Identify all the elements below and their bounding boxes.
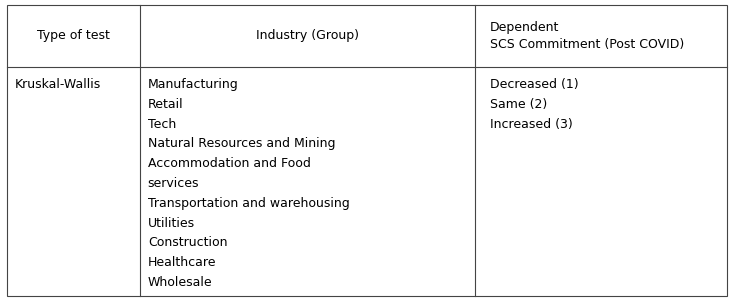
- Text: services: services: [148, 177, 199, 190]
- Text: Accommodation and Food: Accommodation and Food: [148, 157, 310, 170]
- Text: Wholesale: Wholesale: [148, 276, 212, 289]
- Text: Decreased (1): Decreased (1): [490, 78, 578, 91]
- Text: Dependent
SCS Commitment (Post COVID): Dependent SCS Commitment (Post COVID): [490, 21, 684, 51]
- Text: Retail: Retail: [148, 98, 184, 111]
- Text: Construction: Construction: [148, 236, 228, 249]
- Text: Utilities: Utilities: [148, 217, 195, 230]
- Text: Type of test: Type of test: [37, 29, 110, 42]
- Text: Transportation and warehousing: Transportation and warehousing: [148, 197, 349, 210]
- Text: Natural Resources and Mining: Natural Resources and Mining: [148, 137, 335, 151]
- Text: Same (2): Same (2): [490, 98, 547, 111]
- Text: Healthcare: Healthcare: [148, 256, 217, 269]
- Text: Kruskal-Wallis: Kruskal-Wallis: [15, 78, 101, 91]
- Text: Industry (Group): Industry (Group): [256, 29, 359, 42]
- Text: Manufacturing: Manufacturing: [148, 78, 239, 91]
- Text: Tech: Tech: [148, 118, 176, 131]
- Text: Increased (3): Increased (3): [490, 118, 573, 131]
